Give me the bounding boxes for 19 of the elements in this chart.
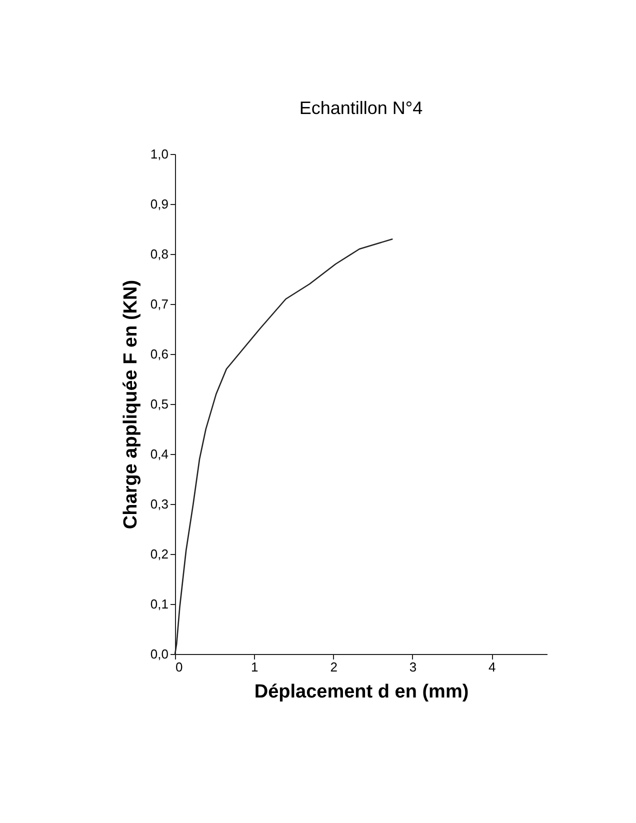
- y-tick-label: 0,8: [150, 246, 168, 262]
- x-axis-title: Déplacement d en (mm): [254, 682, 469, 702]
- x-tick-label: 0: [176, 660, 183, 674]
- y-tick-label: 1,0: [150, 146, 168, 162]
- y-tick-label: 0,2: [150, 546, 168, 562]
- y-tick-label: 0,9: [150, 196, 168, 212]
- y-tick-label: 0,3: [150, 496, 168, 512]
- y-tick-label: 0,0: [150, 646, 168, 662]
- x-tick-label: 1: [251, 660, 258, 674]
- x-tick-label: 4: [488, 660, 496, 674]
- y-tick-label: 0,7: [150, 296, 168, 312]
- x-tick-label: 2: [330, 660, 338, 674]
- x-tick-label: 3: [409, 660, 417, 674]
- y-axis-title: Charge appliquée F en (KN): [120, 280, 142, 530]
- y-tick-label: 0,4: [150, 446, 168, 462]
- y-tick-label: 0,6: [150, 346, 168, 362]
- y-tick-label: 0,1: [150, 596, 168, 612]
- y-tick-label: 0,5: [150, 396, 168, 412]
- chart-title: Echantillon N°4: [299, 98, 423, 118]
